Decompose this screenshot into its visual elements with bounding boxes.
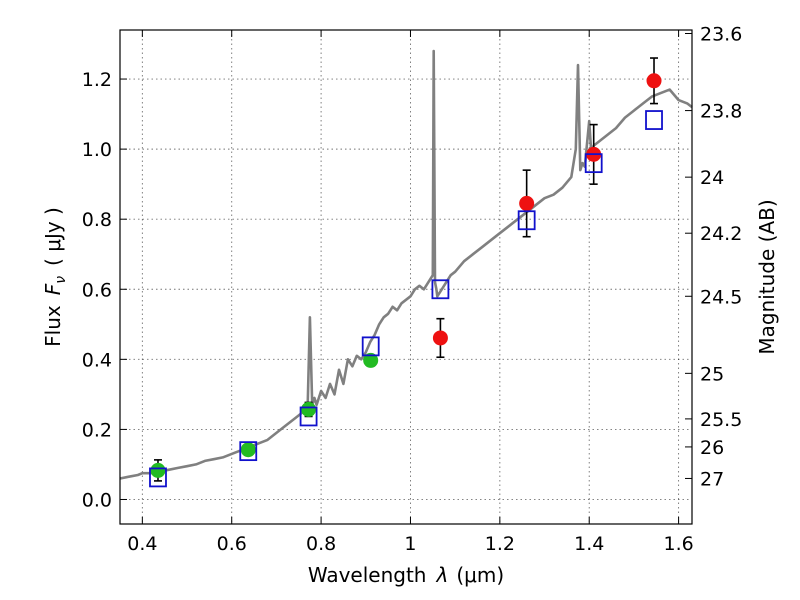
model-box-marker	[517, 210, 536, 231]
y-tick-label: 1.0	[82, 139, 112, 161]
y-tick-label: 0.2	[82, 419, 112, 441]
x-tick-label: 1.2	[485, 533, 515, 555]
green-data-point	[301, 401, 317, 417]
model-box-marker	[239, 441, 258, 462]
green-data-point	[240, 442, 256, 458]
model-box-marker	[299, 406, 318, 427]
red-data-point	[432, 330, 448, 346]
magnitude-tick-label: 24	[700, 167, 724, 189]
magnitude-tick-label: 25.5	[700, 409, 742, 431]
green-data-point	[363, 352, 379, 368]
spectrum-series	[119, 49, 693, 480]
model-box-marker	[645, 110, 663, 130]
magnitude-tick-label: 27	[700, 468, 724, 490]
magnitude-tick-label: 24.5	[700, 286, 742, 308]
red-data-point	[646, 73, 662, 89]
magnitude-tick-label: 25	[700, 363, 724, 385]
model-box-marker	[431, 279, 450, 300]
green-data-point	[150, 462, 166, 478]
model-box-marker	[584, 153, 603, 174]
x-tick-label: 1.4	[574, 533, 604, 555]
y-axis-label: FluxFν( μJy )	[41, 207, 69, 347]
magnitude-tick-label: 23.8	[700, 101, 742, 123]
spectrum-line	[119, 49, 693, 480]
y-tick-label: 0.4	[82, 349, 112, 371]
x-tick-label: 0.6	[217, 533, 247, 555]
y-tick-label: 0.0	[82, 489, 112, 511]
axis-ticks: 0.4 0.6 0.8 1 1.2 1.4 1.6 0.0 0.2 0.4 0.6 0.8 1.0 1.2…	[82, 24, 743, 555]
y-tick-label: 0.8	[82, 209, 112, 231]
magnitude-tick-label: 26	[700, 437, 724, 459]
x-tick-label: 0.8	[306, 533, 336, 555]
x-axis-label: Wavelength λ (μm)	[308, 563, 504, 587]
model-box-marker	[149, 467, 167, 488]
magnitude-tick-label: 23.6	[700, 24, 742, 46]
x-tick-label: 1	[404, 533, 416, 555]
errorbars	[153, 57, 659, 482]
y-tick-label: 1.2	[82, 69, 112, 91]
x-tick-label: 1.6	[663, 533, 693, 555]
y-tick-label: 0.6	[82, 279, 112, 301]
grid-lines	[120, 30, 692, 524]
plot-frame	[119, 29, 693, 525]
x-tick-label: 0.4	[127, 533, 157, 555]
magnitude-tick-label: 24.2	[700, 223, 742, 245]
model-box-marker	[361, 336, 380, 357]
model-boxes	[149, 110, 663, 488]
red-data-point	[519, 195, 535, 211]
data-points	[150, 73, 662, 478]
y2-axis-label: Magnitude (AB)	[755, 199, 779, 354]
